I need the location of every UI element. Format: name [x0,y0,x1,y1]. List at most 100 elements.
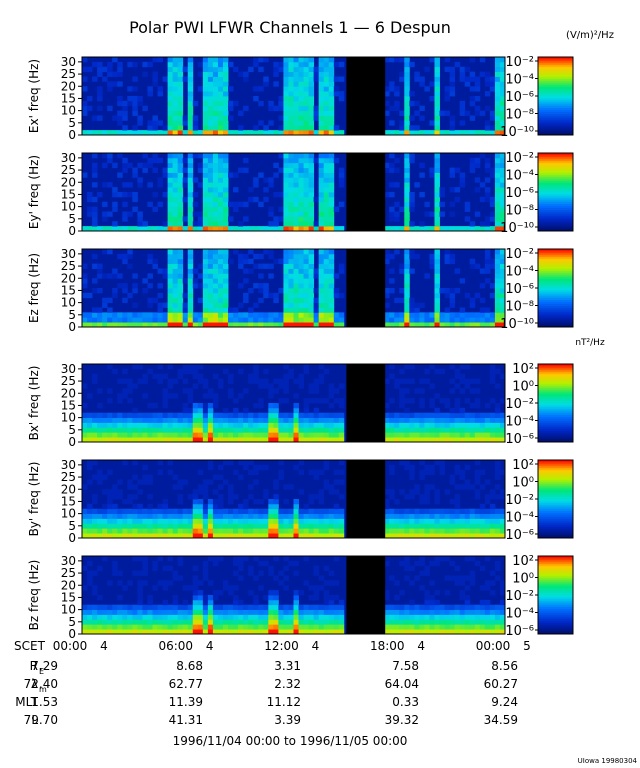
y-tick-label: 30 [61,151,76,165]
data-gap [346,249,386,327]
colorbar-tick-label: 10⁰ [512,572,534,587]
colorbar-tick-label: 10⁻¹⁰ [500,125,534,140]
colorbar: 10² 10⁰ 10⁻² 10⁻⁴ 10⁻⁶ [505,458,574,543]
plot-frame [81,555,506,635]
chart-title: Polar PWI LFWR Channels 1 — 6 Despun [129,18,451,37]
ephemeris-value: 41.31 [169,713,203,727]
y-tick-label: 15 [61,91,76,105]
y-tick-label: 10 [61,603,76,617]
colorbar-tick-label: 10⁻⁸ [505,204,534,219]
y-tick-label: 15 [61,187,76,201]
scet-label: SCET [14,639,46,653]
y-axis-label: Bx' freq (Hz) [27,366,41,441]
ephemeris-label: L [31,713,38,727]
y-tick-label: 15 [61,494,76,508]
colorbar: 10⁻² 10⁻⁴ 10⁻⁶ 10⁻⁸ 10⁻¹⁰ [500,247,574,332]
colorbar-tick-label: 10² [512,362,534,377]
y-axis-label: Ex' freq (Hz) [27,59,41,133]
plot-frame [81,459,506,539]
y-tick-label: 0 [68,224,76,238]
ephemeris-value: 39.32 [385,713,419,727]
colorbar-tick-label: 10⁻² [505,493,534,508]
colorbar-tick-label: 10⁻⁴ [505,73,534,88]
y-tick-label: 20 [61,578,76,592]
y-tick-label: 5 [68,615,76,629]
ephemeris-label: MLT [15,695,38,709]
data-gap [346,364,386,442]
x-tick-label: 18:00 [370,639,405,653]
date-range: 1996/11/04 00:00 to 1996/11/05 00:00 [173,734,408,748]
ephemeris-value: 11.39 [169,695,203,709]
colorbar: 10⁻² 10⁻⁴ 10⁻⁶ 10⁻⁸ 10⁻¹⁰ [500,55,574,140]
day-label: 4 [417,639,425,653]
y-tick-label: 25 [61,374,76,388]
ephemeris-value: 2.32 [274,677,301,691]
ephemeris-value: 0.33 [392,695,419,709]
ephemeris-value: 60.27 [484,677,518,691]
y-tick-label: 25 [61,67,76,81]
y-tick-label: 20 [61,386,76,400]
colorbar-units-electric: (V/m)²/Hz [566,30,614,41]
y-tick-label: 30 [61,362,76,376]
colorbar: 10⁻² 10⁻⁴ 10⁻⁶ 10⁻⁸ 10⁻¹⁰ [500,151,574,236]
y-tick-label: 20 [61,482,76,496]
y-tick-label: 0 [68,531,76,545]
ephemeris-value: 7.58 [392,659,419,673]
y-tick-label: 25 [61,566,76,580]
ephemeris-subscript: E [39,667,44,676]
colorbar: 10² 10⁰ 10⁻² 10⁻⁴ 10⁻⁶ [505,362,574,447]
spectrogram-cells [82,153,506,232]
colorbar-tick-label: 10⁻⁴ [505,511,534,526]
ephemeris-value: 1.53 [31,695,58,709]
plot-frame [81,56,506,136]
spectrogram-cells [82,57,506,136]
y-axis-label: Ez freq (Hz) [27,253,41,323]
colorbar-tick-label: 10⁻² [505,589,534,604]
y-tick-label: 5 [68,423,76,437]
colorbar-tick-label: 10⁻² [505,247,534,262]
y-tick-label: 20 [61,271,76,285]
y-tick-label: 5 [68,308,76,322]
colorbar-tick-label: 10⁻⁴ [505,169,534,184]
y-tick-label: 10 [61,411,76,425]
day-label: 4 [206,639,214,653]
colorbar-tick-label: 10⁻² [505,151,534,166]
y-axis-label: By' freq (Hz) [27,462,41,537]
y-tick-label: 20 [61,175,76,189]
colorbar-tick-label: 10⁻² [505,55,534,70]
ephemeris-value: 3.39 [274,713,301,727]
data-gap [346,153,386,231]
colorbar-tick-label: 10⁻⁴ [505,265,534,280]
ephemeris-value: 8.56 [491,659,518,673]
colorbar-tick-label: 10⁻⁶ [505,432,534,447]
spectrogram-cells [82,556,506,635]
y-tick-label: 15 [61,590,76,604]
colorbar-tick-label: 10⁻¹⁰ [500,317,534,332]
y-tick-label: 5 [68,212,76,226]
y-tick-label: 15 [61,283,76,297]
ephemeris-value: 9.24 [491,695,518,709]
y-tick-label: 20 [61,79,76,93]
ephemeris-value: 72.40 [24,677,58,691]
y-tick-label: 10 [61,104,76,118]
day-label: 4 [100,639,108,653]
colorbar-tick-label: 10⁻² [505,397,534,412]
x-tick-label: 12:00 [264,639,299,653]
time-axis: SCET 00:00 4 06:00 4 12:00 4 18:00 4 00:00 5 [14,639,531,653]
y-tick-label: 5 [68,116,76,130]
ephemeris-value: 7.29 [31,659,58,673]
ephemeris-value: 34.59 [484,713,518,727]
y-tick-label: 30 [61,554,76,568]
plot-frame [81,248,506,328]
spectrogram-cells [82,460,506,539]
y-tick-label: 0 [68,435,76,449]
ephemeris-label: λ [31,677,38,691]
y-tick-label: 10 [61,296,76,310]
colorbar-tick-label: 10⁻⁶ [505,186,534,201]
